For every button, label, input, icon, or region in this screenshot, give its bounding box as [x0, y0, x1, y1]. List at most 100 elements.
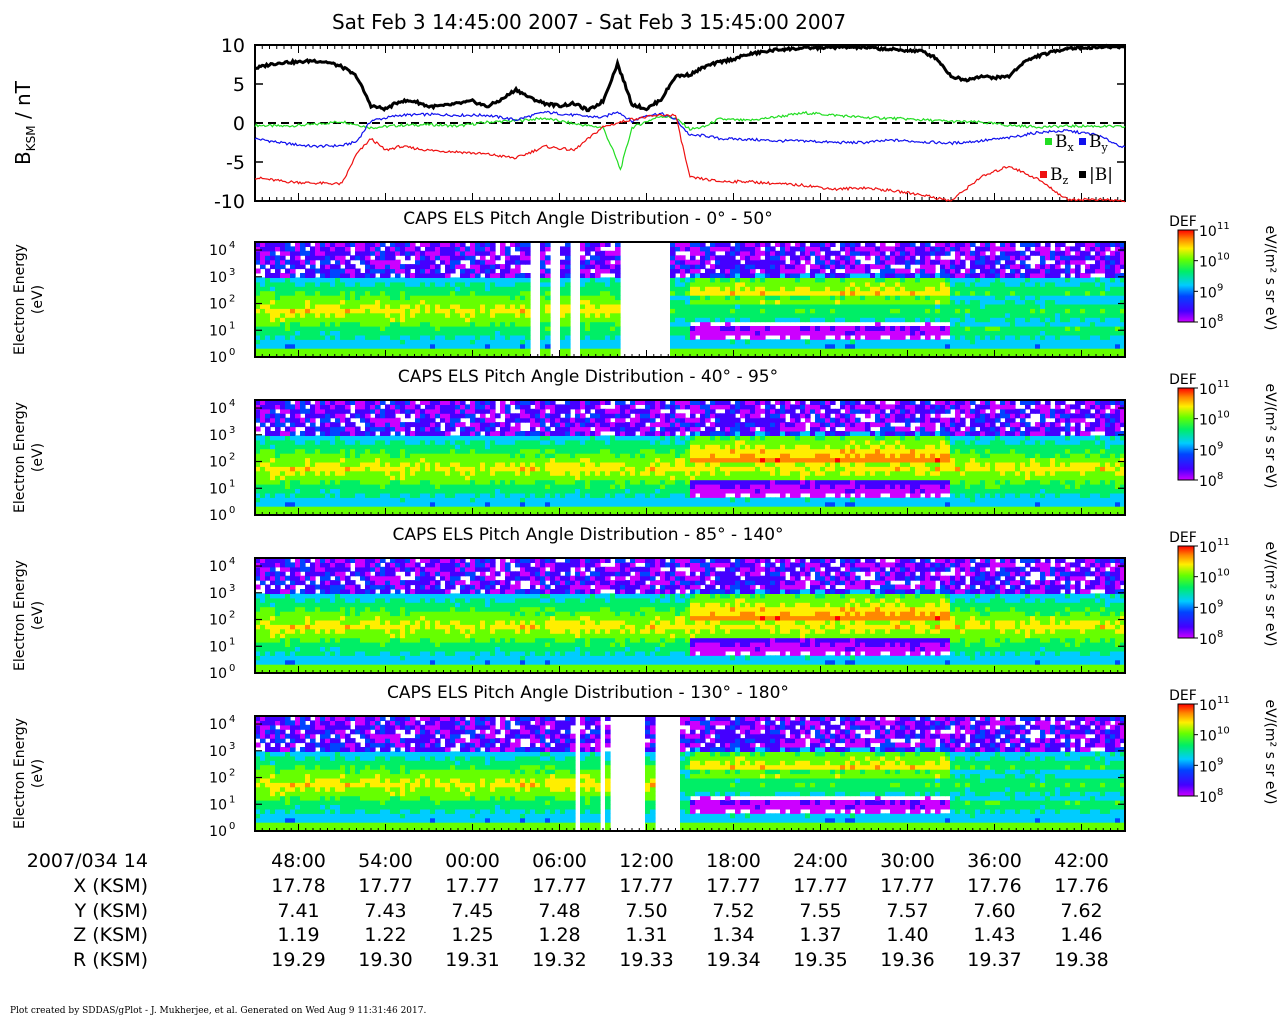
- heatmap-cell: [1055, 246, 1061, 252]
- heatmap-cell: [525, 303, 531, 309]
- heatmap-cell: [810, 242, 816, 247]
- heatmap-cell: [330, 506, 336, 512]
- heatmap-cell: [1105, 326, 1111, 331]
- heatmap-cell: [710, 281, 716, 287]
- heatmap-cell: [500, 317, 506, 323]
- heatmap-cell: [285, 461, 291, 467]
- heatmap-cell: [425, 339, 431, 345]
- heatmap-cell: [375, 290, 381, 296]
- heatmap-cell: [920, 246, 926, 252]
- heatmap-cell: [860, 303, 866, 309]
- heatmap-cell: [815, 352, 821, 358]
- heatmap-cell: [355, 475, 361, 481]
- heatmap-cell: [345, 308, 351, 314]
- heatmap-cell: [950, 352, 956, 358]
- heatmap-cell: [1035, 334, 1041, 340]
- mag-ytick-label: 10: [221, 35, 245, 57]
- heatmap-cell: [915, 286, 921, 292]
- heatmap-cell: [595, 308, 601, 314]
- legend-label-main: |B|: [1089, 165, 1113, 185]
- heatmap-cell: [480, 330, 486, 336]
- heatmap-cell: [830, 317, 836, 323]
- heatmap-cell: [265, 321, 271, 327]
- heatmap-cell: [940, 303, 946, 309]
- heatmap-cell: [820, 286, 826, 292]
- heatmap-cell: [295, 299, 301, 305]
- heatmap-cell: [475, 295, 481, 301]
- heatmap-cell: [895, 273, 901, 278]
- heatmap-cell: [1105, 308, 1111, 314]
- heatmap-cell: [545, 334, 551, 340]
- heatmap-cell: [755, 330, 761, 336]
- heatmap-cell: [1100, 242, 1106, 247]
- heatmap-cell: [610, 250, 616, 256]
- heatmap-cell: [965, 326, 971, 331]
- heatmap-cell: [825, 303, 831, 309]
- heatmap-cell: [1080, 348, 1086, 354]
- heatmap-cell: [735, 326, 741, 331]
- heatmap-cell: [305, 321, 311, 327]
- heatmap-cell: [435, 246, 441, 252]
- heatmap-cell: [375, 408, 381, 414]
- heatmap-cell: [325, 343, 331, 349]
- heatmap-cell: [970, 295, 976, 301]
- heatmap-cell: [860, 268, 866, 274]
- heatmap-cell: [560, 334, 566, 340]
- heatmap-cell: [375, 466, 381, 472]
- heatmap-cell: [345, 281, 351, 287]
- heatmap-cell: [510, 242, 516, 247]
- heatmap-cell: [975, 264, 981, 270]
- heatmap-cell: [675, 334, 681, 340]
- heatmap-cell: [355, 426, 361, 432]
- heatmap-cell: [345, 510, 351, 516]
- heatmap-cell: [865, 277, 871, 283]
- heatmap-cell: [520, 334, 526, 340]
- heatmap-cell: [900, 317, 906, 323]
- heatmap-cell: [515, 330, 521, 336]
- heatmap-cell: [430, 330, 436, 336]
- heatmap-cell: [1075, 286, 1081, 292]
- heatmap-cell: [270, 457, 276, 463]
- heatmap-cell: [605, 242, 611, 247]
- heatmap-cell: [755, 312, 761, 318]
- heatmap-cell: [765, 255, 771, 261]
- heatmap-cell: [515, 242, 521, 247]
- heatmap-cell: [945, 259, 951, 265]
- heatmap-cell: [875, 246, 881, 252]
- heatmap-cell: [335, 334, 341, 340]
- heatmap-cell: [600, 348, 606, 354]
- heatmap-cell: [745, 281, 751, 287]
- heatmap-cell: [350, 470, 356, 476]
- heatmap-cell: [980, 255, 986, 261]
- heatmap-cell: [850, 268, 856, 274]
- heatmap-cell: [1005, 281, 1011, 287]
- heatmap-cell: [565, 317, 571, 323]
- heatmap-cell: [255, 255, 261, 261]
- heatmap-cell: [410, 250, 416, 256]
- heatmap-cell: [930, 312, 936, 318]
- heatmap-cell: [255, 426, 261, 432]
- heatmap-cell: [1095, 299, 1101, 305]
- heatmap-cell: [605, 339, 611, 345]
- heatmap-cell: [460, 242, 466, 247]
- heatmap-cell: [585, 308, 591, 314]
- heatmap-cell: [310, 334, 316, 340]
- heatmap-cell: [330, 246, 336, 252]
- heatmap-cell: [950, 326, 956, 331]
- heatmap-cell: [330, 273, 336, 278]
- heatmap-cell: [890, 281, 896, 287]
- heatmap-cell: [365, 466, 371, 472]
- heatmap-cell: [925, 303, 931, 309]
- heatmap-cell: [595, 330, 601, 336]
- heatmap-cell: [940, 330, 946, 336]
- heatmap-cell: [950, 290, 956, 296]
- heatmap-cell: [800, 290, 806, 296]
- heatmap-cell: [805, 312, 811, 318]
- heatmap-cell: [275, 475, 281, 481]
- heatmap-cell: [915, 273, 921, 278]
- heatmap-cell: [560, 352, 566, 358]
- heatmap-cell: [995, 348, 1001, 354]
- heatmap-cell: [785, 339, 791, 345]
- heatmap-cell: [405, 352, 411, 358]
- heatmap-cell: [345, 488, 351, 494]
